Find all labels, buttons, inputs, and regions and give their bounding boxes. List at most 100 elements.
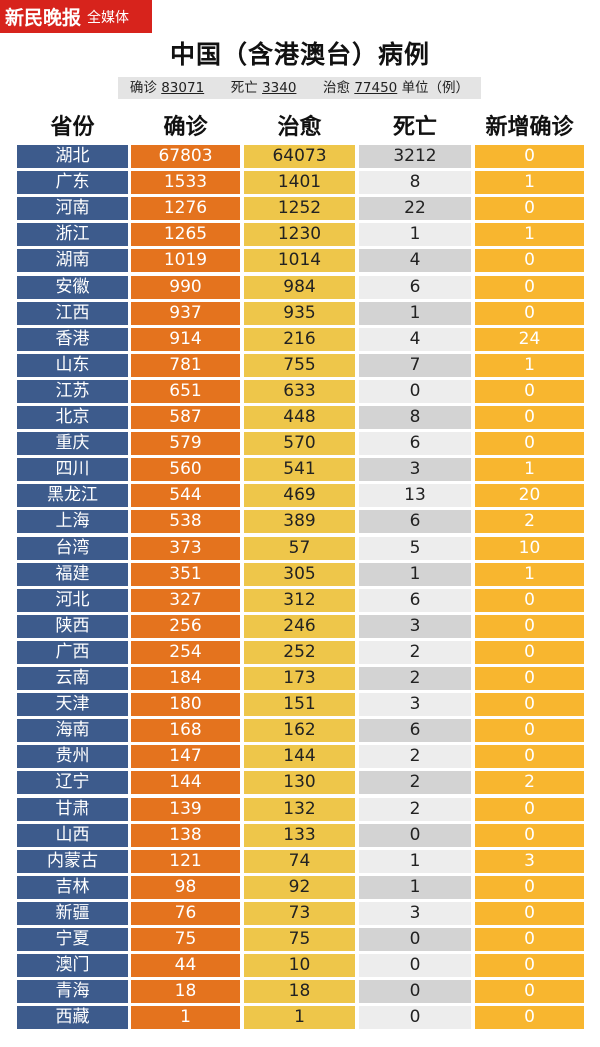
- table-row: 天津 180 151 3 0: [0, 693, 600, 717]
- cell-new-confirmed: 0: [475, 980, 584, 1004]
- cell-confirmed: 75: [131, 928, 240, 951]
- cell-deaths: 3: [359, 901, 471, 925]
- table-row: 福建 351 305 1 1: [0, 562, 600, 586]
- cell-cured: 389: [244, 510, 355, 534]
- cell-new-confirmed: 0: [475, 275, 584, 299]
- cell-cured: 633: [244, 379, 355, 403]
- cell-new-confirmed: 0: [475, 797, 584, 821]
- summary-confirmed-value: 83071: [161, 80, 205, 96]
- cell-cured: 1230: [244, 223, 355, 247]
- cell-deaths: 0: [359, 928, 471, 951]
- cell-cured: 57: [244, 536, 355, 560]
- table-row: 台湾 373 57 5 10: [0, 536, 600, 560]
- cell-cured: 216: [244, 327, 355, 351]
- brand-logo: 新民晚报 全媒体: [0, 0, 152, 33]
- cell-deaths: 22: [359, 197, 471, 221]
- cell-deaths: 6: [359, 432, 471, 456]
- cell-deaths: 0: [359, 954, 471, 978]
- cell-province: 江苏: [17, 379, 128, 403]
- header-confirmed: 确诊: [163, 115, 208, 140]
- table-row: 湖北 67803 64073 3212 0: [0, 145, 600, 168]
- cell-deaths: 3: [359, 693, 471, 717]
- cell-deaths: 1: [359, 223, 471, 247]
- cell-new-confirmed: 0: [475, 667, 584, 690]
- cell-deaths: 3: [359, 458, 471, 482]
- cell-province: 安徽: [17, 275, 128, 299]
- cell-new-confirmed: 1: [475, 458, 584, 482]
- cell-confirmed: 1: [131, 1006, 240, 1030]
- cell-cured: 73: [244, 901, 355, 925]
- summary-cured-value: 77450: [354, 80, 398, 96]
- cell-province: 河南: [17, 197, 128, 221]
- table-row: 吉林 98 92 1 0: [0, 875, 600, 899]
- table-row: 山西 138 133 0 0: [0, 823, 600, 847]
- cell-confirmed: 327: [131, 588, 240, 612]
- cell-confirmed: 98: [131, 875, 240, 899]
- cell-confirmed: 168: [131, 719, 240, 743]
- table-row: 陕西 256 246 3 0: [0, 614, 600, 638]
- table-row: 河南 1276 1252 22 0: [0, 197, 600, 221]
- cell-deaths: 0: [359, 1006, 471, 1030]
- table-header: 省份 确诊 治愈 死亡 新增确诊: [0, 110, 600, 146]
- table-row: 安徽 990 984 6 0: [0, 275, 600, 299]
- cell-confirmed: 138: [131, 823, 240, 847]
- cell-cured: 173: [244, 667, 355, 690]
- cell-deaths: 6: [359, 719, 471, 743]
- summary-unit: 单位（例）: [401, 80, 470, 96]
- cell-province: 广西: [17, 640, 128, 664]
- cell-confirmed: 180: [131, 693, 240, 717]
- cell-cured: 246: [244, 614, 355, 638]
- cell-deaths: 8: [359, 406, 471, 429]
- cell-new-confirmed: 1: [475, 223, 584, 247]
- cell-new-confirmed: 0: [475, 693, 584, 717]
- cell-province: 重庆: [17, 432, 128, 456]
- cell-new-confirmed: 0: [475, 954, 584, 978]
- summary-confirmed-label: 确诊: [129, 80, 157, 96]
- cell-cured: 312: [244, 588, 355, 612]
- cell-confirmed: 579: [131, 432, 240, 456]
- header-new-confirmed: 新增确诊: [485, 115, 574, 140]
- cell-province: 广东: [17, 171, 128, 195]
- table-row: 四川 560 541 3 1: [0, 458, 600, 482]
- cell-new-confirmed: 0: [475, 249, 584, 273]
- cell-new-confirmed: 0: [475, 406, 584, 429]
- table-row: 香港 914 216 4 24: [0, 327, 600, 351]
- cell-province: 四川: [17, 458, 128, 482]
- cell-new-confirmed: 0: [475, 1006, 584, 1030]
- cell-province: 浙江: [17, 223, 128, 247]
- cell-deaths: 2: [359, 667, 471, 690]
- table-row: 浙江 1265 1230 1 1: [0, 223, 600, 247]
- cell-cured: 75: [244, 928, 355, 951]
- table-row: 云南 184 173 2 0: [0, 667, 600, 690]
- cell-cured: 1252: [244, 197, 355, 221]
- cell-confirmed: 781: [131, 353, 240, 377]
- table-row: 重庆 579 570 6 0: [0, 432, 600, 456]
- cell-confirmed: 147: [131, 745, 240, 769]
- summary-deaths-value: 3340: [262, 80, 297, 96]
- cell-confirmed: 44: [131, 954, 240, 978]
- cell-confirmed: 990: [131, 275, 240, 299]
- cell-province: 上海: [17, 510, 128, 534]
- table-row: 青海 18 18 0 0: [0, 980, 600, 1004]
- table-row: 澳门 44 10 0 0: [0, 954, 600, 978]
- cell-province: 吉林: [17, 875, 128, 899]
- cell-province: 新疆: [17, 901, 128, 925]
- cell-deaths: 2: [359, 771, 471, 795]
- cell-cured: 18: [244, 980, 355, 1004]
- cell-new-confirmed: 20: [475, 484, 584, 508]
- cell-confirmed: 67803: [131, 145, 240, 168]
- cell-new-confirmed: 0: [475, 745, 584, 769]
- cell-confirmed: 587: [131, 406, 240, 429]
- table-row: 宁夏 75 75 0 0: [0, 928, 600, 951]
- cell-province: 湖南: [17, 249, 128, 273]
- cell-province: 北京: [17, 406, 128, 429]
- table-row: 上海 538 389 6 2: [0, 510, 600, 534]
- cell-cured: 1401: [244, 171, 355, 195]
- cell-deaths: 0: [359, 823, 471, 847]
- table-row: 山东 781 755 7 1: [0, 353, 600, 377]
- cell-confirmed: 1265: [131, 223, 240, 247]
- cell-province: 湖北: [17, 145, 128, 168]
- cell-new-confirmed: 0: [475, 614, 584, 638]
- summary-cured-label: 治愈: [323, 80, 351, 96]
- cell-cured: 252: [244, 640, 355, 664]
